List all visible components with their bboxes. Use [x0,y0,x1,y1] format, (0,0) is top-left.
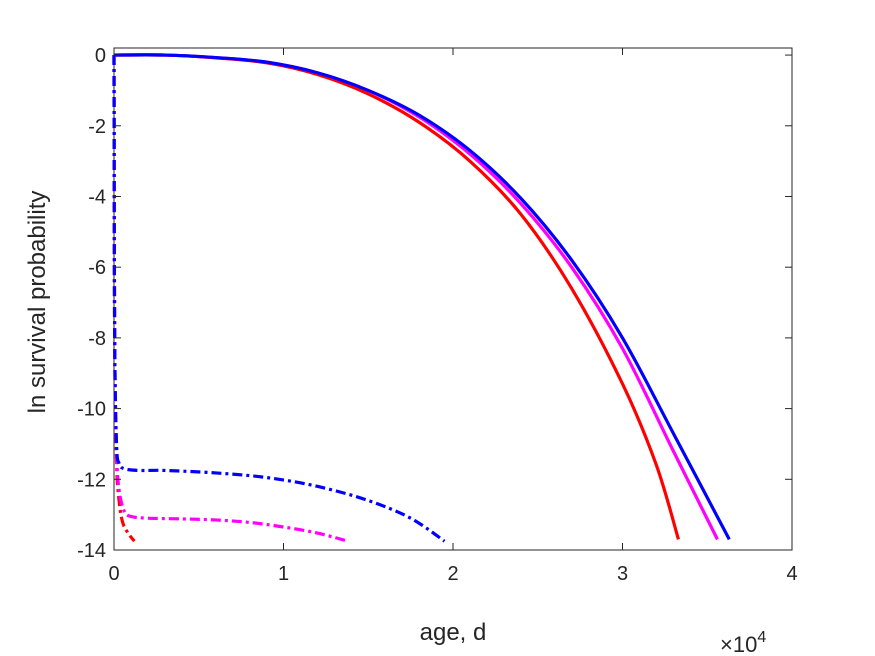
y-tick-label: -12 [77,469,106,491]
y-tick-label: -14 [77,540,106,562]
y-tick-label: -2 [88,116,106,138]
axes-box [113,47,793,551]
x-tick-label: 0 [108,563,119,585]
x-axis-label: age, d [420,619,487,646]
y-tick-label: -6 [88,257,106,279]
y-axis-label: ln survival probability [24,191,51,414]
x-tick-label: 3 [617,563,628,585]
y-tick-label: 0 [95,45,106,67]
series-line-dashdot-4 [112,55,349,543]
x-exponent-base: ×10 [720,632,757,656]
x-tick-label: 4 [786,563,797,585]
x-exponent-power: 4 [757,629,766,646]
series-layer [112,53,731,543]
y-tick-label: -4 [88,186,106,208]
series-line-solid-2 [113,53,731,541]
y-tick-label: -8 [88,328,106,350]
x-tick-label: 1 [278,563,289,585]
y-tick-label: -10 [77,399,106,421]
x-tick-label: 2 [447,563,458,585]
series-line-dashdot-5 [112,55,446,543]
x-exponent-label: ×104 [720,629,766,656]
tick-layer: 0 1 2 3 4 0 -2 -4 -6 -8 -10 -12 -14 [77,45,797,585]
